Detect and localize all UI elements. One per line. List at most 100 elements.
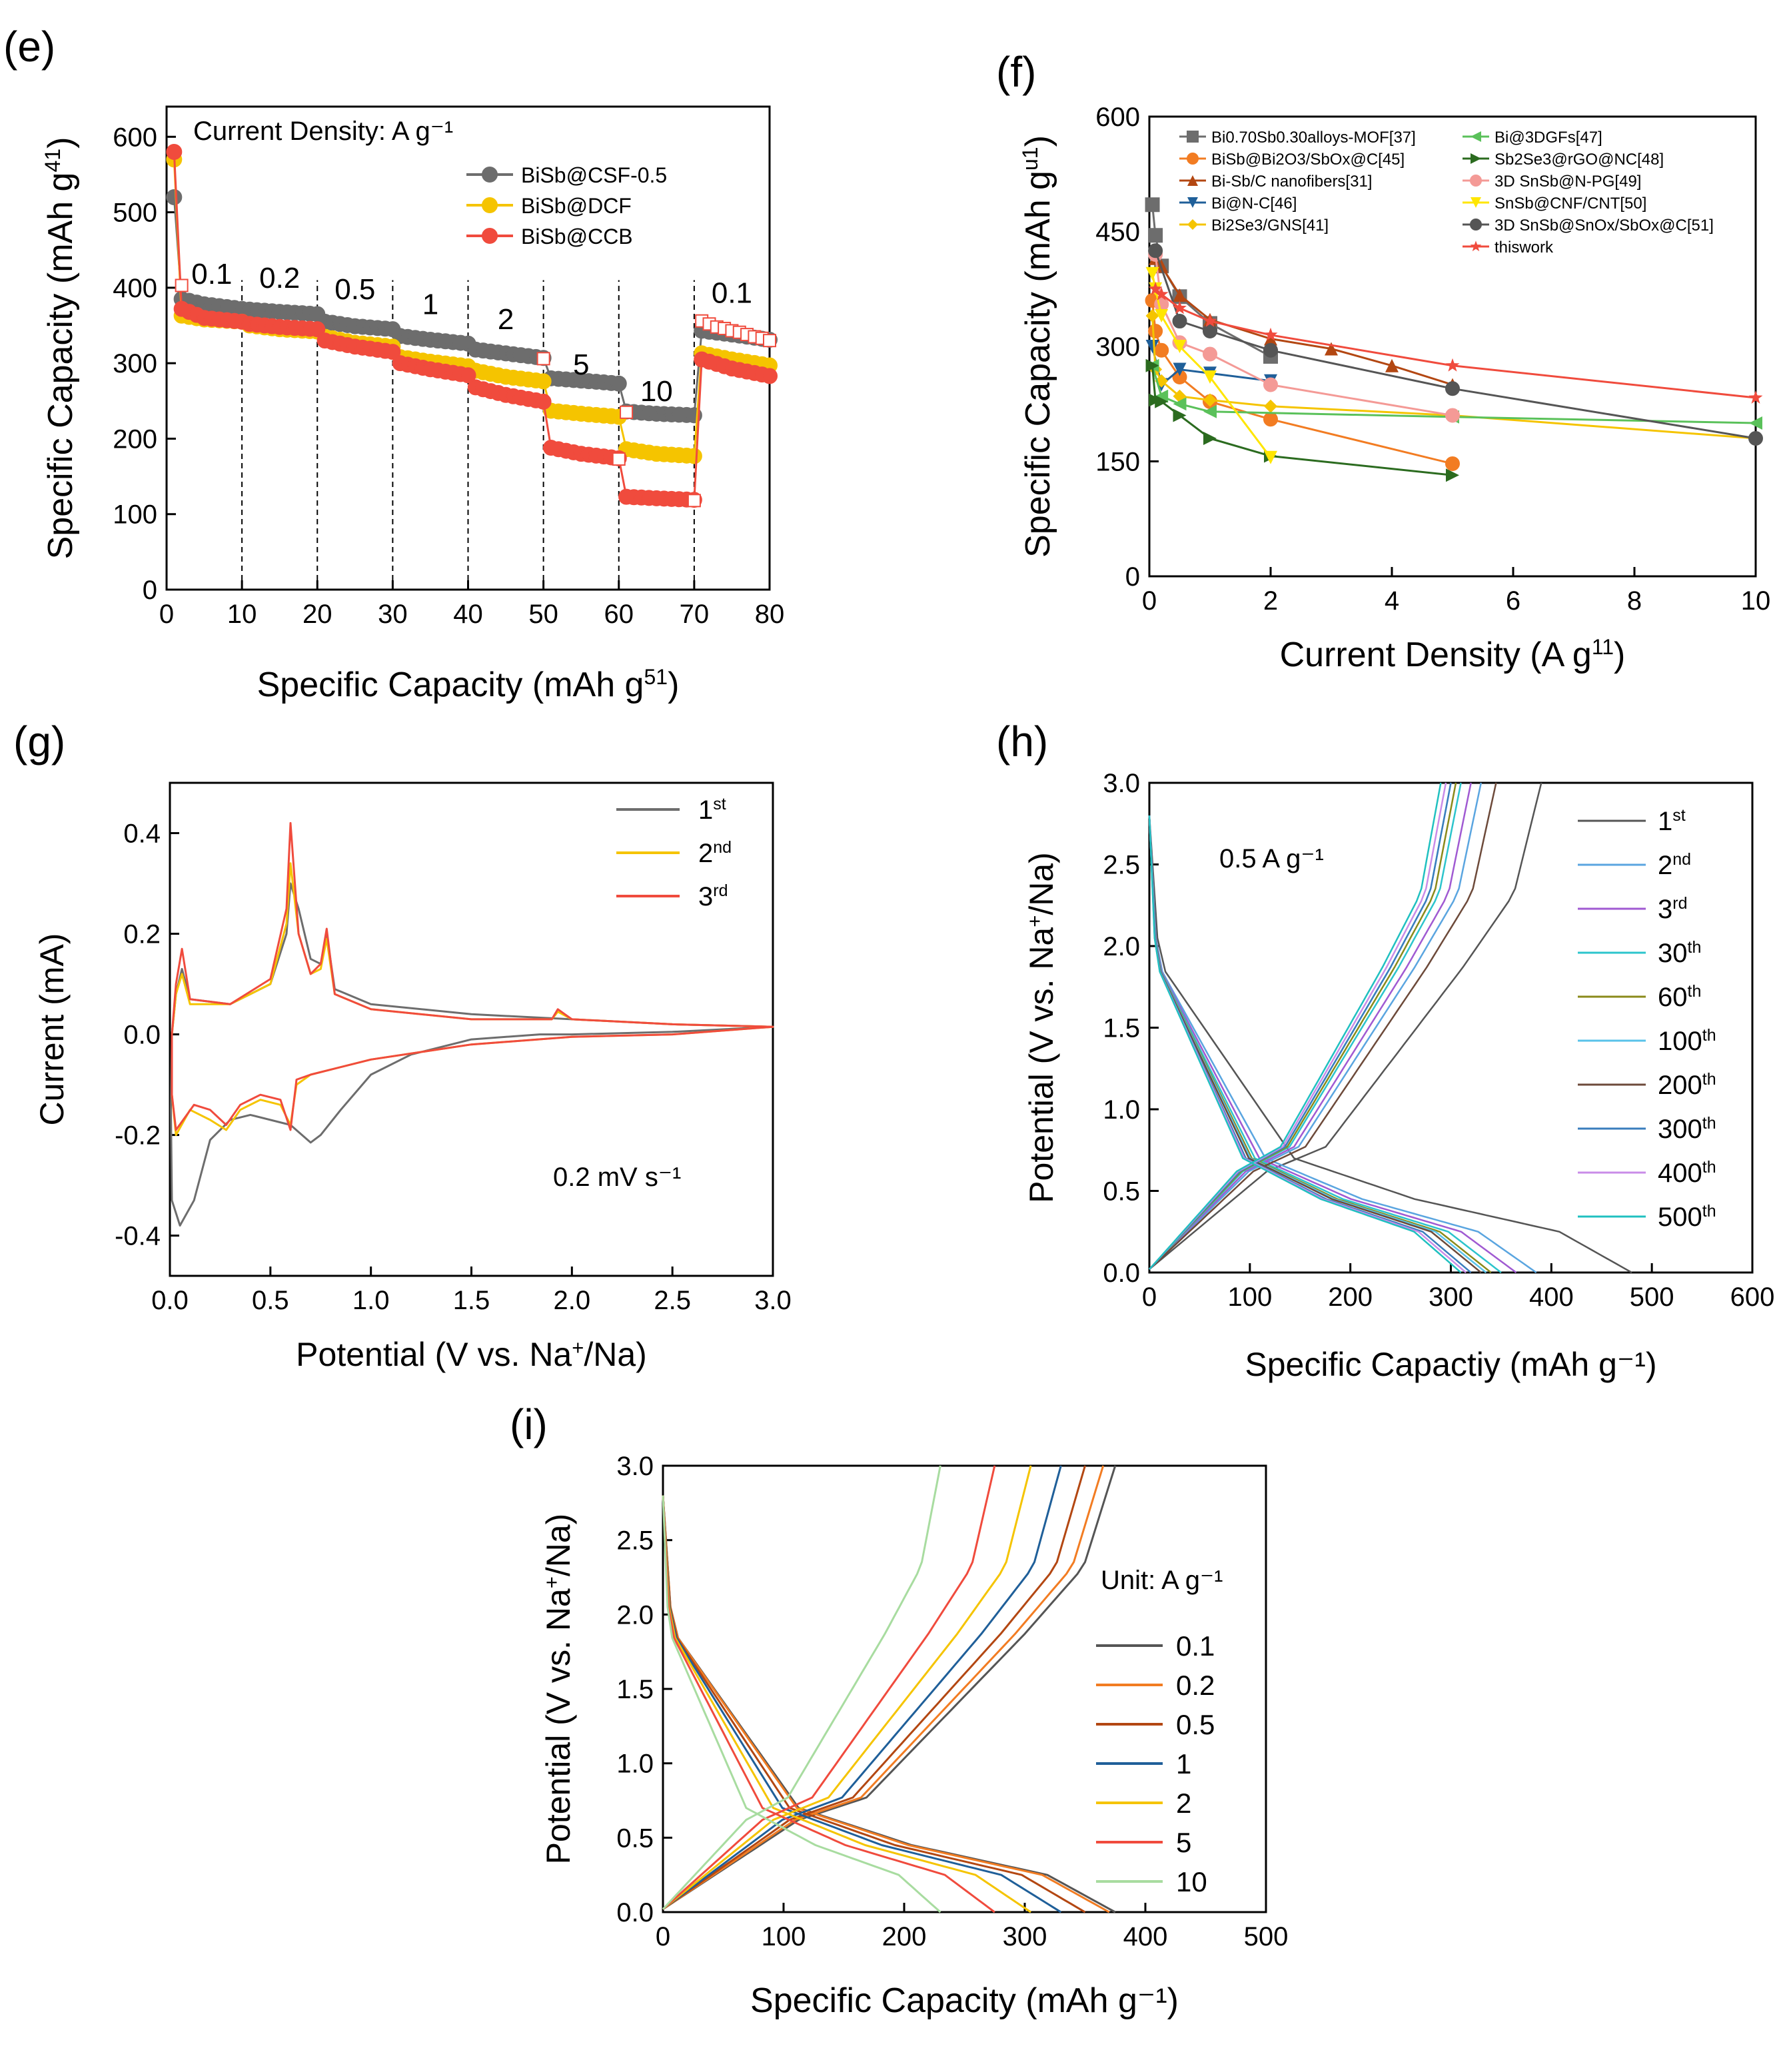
hollow-marker (620, 405, 634, 419)
y-tick-label: 400 (113, 274, 157, 303)
chart-g: 0.0 0.5 1.0 1.5 2.0 2.5 3.0 -0.4 -0.2 0.0 0.2 0.4 0.… (33, 781, 792, 1374)
x-tick-label: 6 (1506, 586, 1520, 616)
legend-label: 2nd (698, 838, 732, 868)
panel-label-i: (i) (510, 1400, 548, 1448)
legend-label: Bi-Sb/C nanofibers[31] (1211, 173, 1372, 191)
y-tick-label: -0.2 (115, 1121, 161, 1151)
legend-label: 10 (1176, 1866, 1207, 1897)
data-point-BiSb@CCB (384, 344, 401, 360)
data-point-BiSb@CSF-0.5 (166, 189, 183, 205)
x-tick-label: 10 (227, 600, 257, 629)
data-point-BiSb@CCB (762, 368, 778, 384)
data-point (1203, 393, 1217, 407)
discharge-curve (662, 1495, 1116, 1913)
y-tick-label: 0.5 (1103, 1177, 1140, 1207)
data-point (1145, 266, 1159, 280)
y-tick-label: 0 (143, 576, 157, 605)
x-tick-label: 60 (604, 600, 634, 629)
discharge-curve (1148, 815, 1632, 1274)
data-point (1445, 456, 1460, 471)
x-tick-label: 0 (159, 600, 174, 629)
data-point (1263, 342, 1278, 358)
cv-curve (171, 821, 774, 1131)
data-point (1203, 314, 1217, 327)
y-tick-label: 100 (113, 500, 157, 530)
charge-curve (1149, 782, 1483, 1270)
y-tick-label: 3.0 (1103, 769, 1140, 798)
data-point (1264, 399, 1277, 413)
data-point (1203, 432, 1217, 445)
hollow-marker (612, 452, 626, 466)
x-axis-label: Specific Capacity (mAh g⁻¹) (750, 1981, 1179, 2020)
data-point (1385, 358, 1399, 372)
charge-curve (1149, 782, 1472, 1270)
x-axis-label: Potential (V vs. Na+/Na) (296, 1336, 647, 1374)
legend-label: 60th (1658, 982, 1701, 1012)
data-point (1264, 450, 1277, 464)
y-axis-label: Potential (V vs. Na+/Na) (1023, 852, 1061, 1203)
data-point (1749, 416, 1762, 430)
x-axis-label: Specific Capacity (mAh g51) (257, 665, 680, 704)
legend-label: 5 (1176, 1827, 1191, 1858)
legend-label: 400th (1658, 1158, 1716, 1188)
charge-curve (1149, 782, 1542, 1271)
legend-label: 200th (1658, 1070, 1716, 1100)
data-point (1145, 340, 1159, 353)
legend-label: 0.1 (1176, 1630, 1215, 1662)
x-tick-label: 2 (1263, 586, 1278, 616)
rate-label: 1 (422, 288, 438, 321)
chart-e: 0 10 20 30 40 50 60 70 80 0 100 200 300 400 500 600 0.1 0… (41, 105, 784, 704)
legend-label: 1st (1658, 806, 1686, 836)
discharge-curve (1148, 815, 1462, 1273)
legend-marker (1187, 131, 1199, 143)
hollow-marker (687, 494, 701, 508)
series-line (1154, 250, 1756, 440)
legend-label: 2nd (1658, 850, 1691, 880)
legend-label: 1 (1176, 1748, 1191, 1780)
chart-i: 0 100 200 300 400 500 0.0 0.5 1.0 1.5 2.0 2.5 3.0 Uni… (540, 1452, 1289, 2020)
legend-label: BiSb@DCF (521, 194, 632, 218)
data-point (1148, 281, 1163, 295)
y-tick-label: 2.0 (616, 1600, 654, 1630)
legend-label: 0.2 (1176, 1670, 1215, 1701)
data-point (1173, 362, 1187, 376)
y-tick-label: 0 (1125, 562, 1140, 592)
data-point (1148, 228, 1163, 243)
data-point (1173, 300, 1187, 314)
charge-curve (1149, 782, 1442, 1270)
data-point-BiSb@CCB (535, 393, 552, 410)
charge-curve (662, 1465, 1062, 1910)
legend-label: Bi@N-C[46] (1211, 195, 1297, 213)
legend-label: 1st (698, 795, 726, 825)
y-tick-label: 200 (113, 424, 157, 454)
x-tick-label: 1.5 (453, 1286, 490, 1315)
y-axis-label: Current (mA) (33, 933, 71, 1126)
charge-curve (1149, 782, 1497, 1271)
legend-marker (482, 228, 498, 244)
x-tick-label: 300 (1003, 1922, 1047, 1951)
data-point (1148, 243, 1163, 259)
legend-marker (1471, 131, 1481, 142)
x-tick-label: 100 (1227, 1283, 1272, 1312)
annotation-current-density: Current Density: A g⁻¹ (193, 117, 453, 146)
data-point-BiSb@DCF (686, 448, 702, 464)
x-tick-label: 500 (1630, 1283, 1674, 1312)
charge-curve (662, 1465, 996, 1910)
x-tick-label: 40 (453, 600, 483, 629)
charge-curve (662, 1465, 1105, 1910)
data-point (1155, 389, 1169, 403)
x-tick-label: 0 (656, 1922, 670, 1951)
data-point (1203, 324, 1217, 338)
data-point-BiSb@CSF-0.5 (610, 375, 627, 392)
x-tick-label: 0 (1142, 1283, 1157, 1312)
discharge-curve (662, 1495, 1031, 1913)
x-tick-label: 0.0 (151, 1286, 189, 1315)
chart-h: 0 100 200 300 400 500 600 0.0 0.5 1.0 1.5 2.0 2.5 3.0… (1023, 769, 1775, 1383)
y-tick-label: 0.5 (616, 1823, 654, 1853)
y-tick-label: 0.0 (1103, 1259, 1140, 1288)
data-point (1173, 397, 1187, 411)
legend-marker (1470, 175, 1482, 187)
data-point (1203, 404, 1217, 418)
data-point (1154, 342, 1169, 358)
chart-f: 0 2 4 6 8 10 0 150 300 450 600 Bi0.70Sb0.30alloys-M… (1018, 103, 1770, 674)
